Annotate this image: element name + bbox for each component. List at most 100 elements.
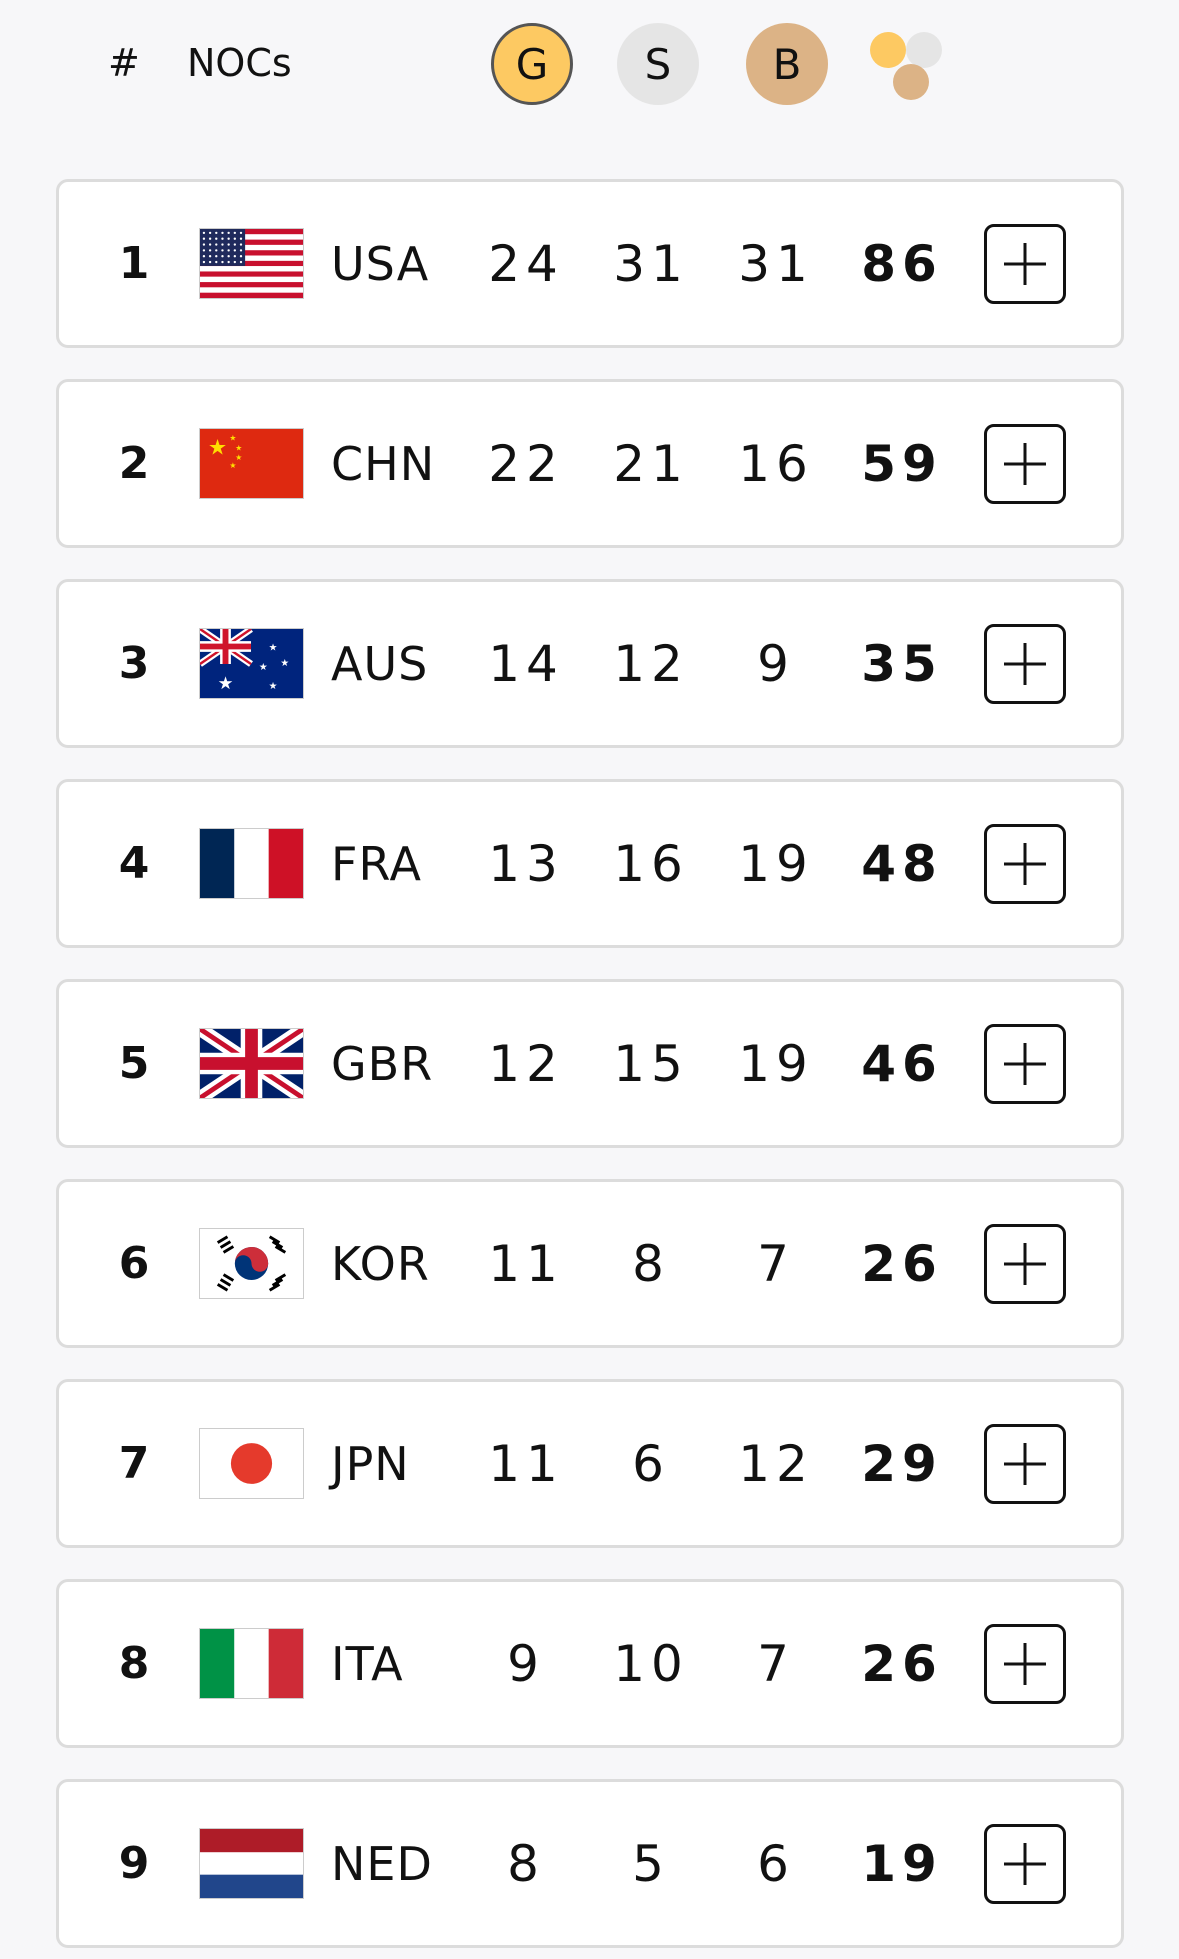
noc-code[interactable]: USA [331,236,430,291]
rank: 7 [118,1438,150,1489]
svg-text:★: ★ [229,434,236,443]
noc-code[interactable]: KOR [331,1236,430,1291]
gold-count: 12 [488,1034,564,1093]
expand-button[interactable] [984,224,1066,304]
flag-kor-icon [199,1228,304,1299]
total-count: 59 [861,434,943,493]
expand-button[interactable] [984,1424,1066,1504]
rank: 9 [118,1838,150,1889]
silver-count: 31 [613,234,689,293]
expand-button[interactable] [984,624,1066,704]
bronze-count: 31 [738,234,814,293]
medal-table-row[interactable]: 5 GBR 12 15 19 46 [56,979,1124,1148]
medal-table-row[interactable]: 8 ITA 9 10 7 26 [56,1579,1124,1748]
silver-medal-header[interactable]: S [617,23,699,105]
total-count: 19 [861,1834,943,1893]
bronze-count: 7 [757,1634,795,1693]
gold-count: 22 [488,434,564,493]
plus-icon [1004,843,1046,885]
noc-header[interactable]: NOCs [187,41,292,85]
rank-header: # [108,41,140,85]
noc-code[interactable]: JPN [331,1436,410,1491]
medal-table-row[interactable]: 4 FRA 13 16 19 48 [56,779,1124,948]
silver-count: 21 [613,434,689,493]
medal-table-row[interactable]: 6 KOR 11 8 7 26 [56,1179,1124,1348]
plus-icon [1004,1443,1046,1485]
bronze-medal-header[interactable]: B [746,23,828,105]
noc-code[interactable]: NED [331,1836,433,1891]
plus-icon [1004,1043,1046,1085]
medal-table-row[interactable]: 7 JPN 11 6 12 29 [56,1379,1124,1548]
flag-jpn-icon [199,1428,304,1499]
total-count: 86 [861,234,943,293]
gold-count: 13 [488,834,564,893]
flag-ita-icon [199,1628,304,1699]
plus-icon [1004,643,1046,685]
expand-button[interactable] [984,824,1066,904]
bronze-label: B [772,39,802,89]
flag-chn-icon: ★ ★ ★ ★ ★ [199,428,304,499]
svg-text:★: ★ [235,443,242,452]
noc-code[interactable]: CHN [331,436,436,491]
medal-table-row[interactable]: 1 USA 24 31 31 86 [56,179,1124,348]
total-count: 46 [861,1034,943,1093]
svg-text:★: ★ [218,674,234,694]
noc-code[interactable]: FRA [331,836,423,891]
silver-count: 16 [613,834,689,893]
medal-table-row[interactable]: 3 ★ ★ ★ ★ ★ AUS 14 12 9 35 [56,579,1124,748]
rank: 1 [118,238,150,289]
svg-text:★: ★ [269,681,278,692]
bronze-count: 9 [757,634,795,693]
silver-count: 8 [632,1234,670,1293]
silver-count: 6 [632,1434,670,1493]
gold-count: 11 [488,1234,564,1293]
svg-text:★: ★ [208,435,227,460]
svg-text:★: ★ [269,642,278,653]
table-header: # NOCs G S B [0,0,1179,130]
rank: 5 [118,1038,150,1089]
flag-ned-icon [199,1828,304,1899]
rank: 2 [118,438,150,489]
total-count: 26 [861,1234,943,1293]
expand-button[interactable] [984,1824,1066,1904]
rank: 6 [118,1238,150,1289]
bronze-count: 19 [738,1034,814,1093]
silver-count: 12 [613,634,689,693]
gold-count: 11 [488,1434,564,1493]
silver-count: 15 [613,1034,689,1093]
medals-total-icon[interactable] [870,28,960,108]
gold-count: 9 [507,1634,545,1693]
medal-table-row[interactable]: 9 NED 8 5 6 19 [56,1779,1124,1948]
gold-count: 14 [488,634,564,693]
gold-count: 8 [507,1834,545,1893]
expand-button[interactable] [984,1024,1066,1104]
rank: 3 [118,638,150,689]
silver-count: 5 [632,1834,670,1893]
expand-button[interactable] [984,1224,1066,1304]
total-count: 29 [861,1434,943,1493]
svg-text:★: ★ [280,658,289,669]
gold-count: 24 [488,234,564,293]
bronze-count: 12 [738,1434,814,1493]
noc-code[interactable]: GBR [331,1036,434,1091]
noc-code[interactable]: AUS [331,636,429,691]
plus-icon [1004,1843,1046,1885]
noc-code[interactable]: ITA [331,1636,404,1691]
silver-label: S [644,39,672,89]
flag-aus-icon: ★ ★ ★ ★ ★ [199,628,304,699]
silver-count: 10 [613,1634,689,1693]
expand-button[interactable] [984,424,1066,504]
flag-usa-icon [199,228,304,299]
bronze-count: 16 [738,434,814,493]
rank: 8 [118,1638,150,1689]
gold-medal-header[interactable]: G [491,23,573,105]
svg-text:★: ★ [259,662,268,673]
gold-label: G [515,39,549,89]
medal-table-row[interactable]: 2 ★ ★ ★ ★ ★ CHN 22 21 16 59 [56,379,1124,548]
expand-button[interactable] [984,1624,1066,1704]
bronze-count: 7 [757,1234,795,1293]
flag-fra-icon [199,828,304,899]
svg-text:★: ★ [229,461,236,470]
plus-icon [1004,1643,1046,1685]
plus-icon [1004,443,1046,485]
